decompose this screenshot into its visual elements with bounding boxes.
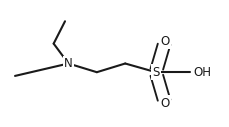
Text: OH: OH: [193, 66, 210, 79]
Text: O: O: [160, 35, 169, 48]
Text: O: O: [160, 97, 169, 110]
Text: N: N: [64, 57, 72, 70]
Text: S: S: [152, 66, 159, 79]
